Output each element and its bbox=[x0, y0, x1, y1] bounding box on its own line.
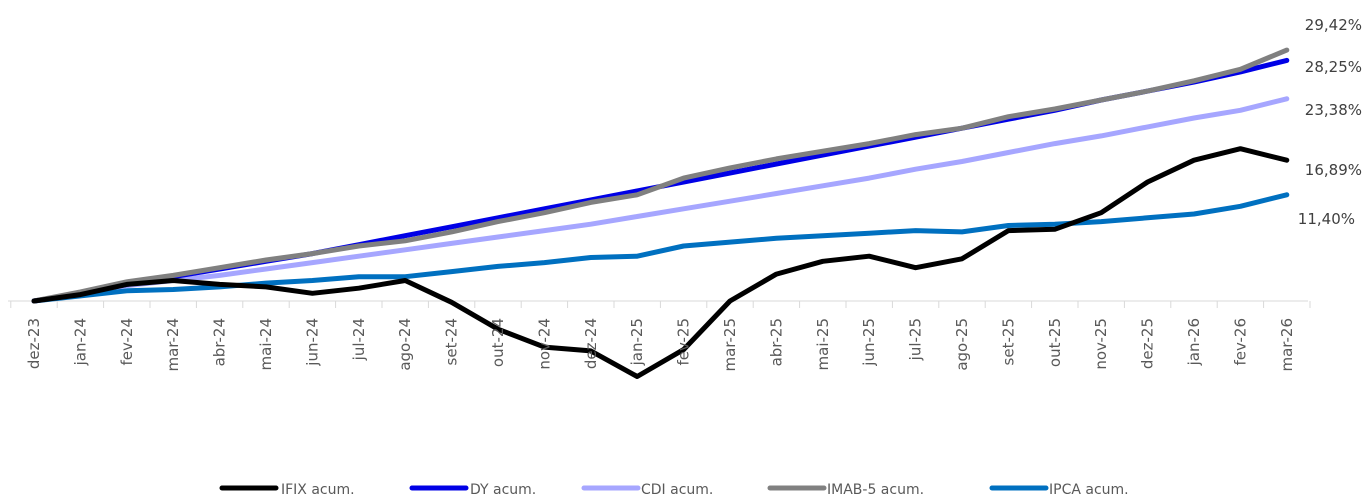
x-tick-label: abr-25 bbox=[767, 318, 785, 366]
end-label: 11,40% bbox=[1298, 210, 1355, 228]
x-tick-label: jul-25 bbox=[907, 318, 925, 361]
legend-label-cdi: CDI acum. bbox=[641, 482, 713, 496]
x-tick-label: mar-26 bbox=[1278, 318, 1296, 372]
x-tick-label: set-25 bbox=[999, 318, 1017, 365]
x-tick-label: out-25 bbox=[1046, 318, 1064, 367]
x-tick-label: dez-24 bbox=[582, 318, 600, 369]
end-value-labels: 29,42% 28,25% 23,38% 16,89% 11,40% bbox=[1298, 16, 1362, 228]
end-label: 23,38% bbox=[1305, 101, 1362, 119]
legend-item-ipca: IPCA acum. bbox=[989, 482, 1129, 496]
end-label: 16,89% bbox=[1305, 161, 1362, 179]
x-tick-label: dez-25 bbox=[1139, 318, 1157, 369]
x-tick-label: abr-24 bbox=[211, 318, 229, 366]
legend: IFIX acum. DY acum. CDI acum. IMAB-5 acu… bbox=[219, 482, 1129, 496]
x-tick-label: out-24 bbox=[489, 318, 507, 367]
x-tick-label: jan-25 bbox=[628, 318, 646, 366]
series-line-ifix bbox=[31, 146, 1290, 379]
x-tick-label: nov-24 bbox=[535, 318, 553, 370]
x-tick-label: ago-24 bbox=[396, 318, 414, 371]
x-tick-label: fev-25 bbox=[675, 318, 693, 365]
x-tick-label: set-24 bbox=[443, 318, 461, 365]
series-line-cdi bbox=[31, 96, 1290, 304]
x-tick-label: dez-23 bbox=[25, 318, 43, 369]
legend-item-ifix: IFIX acum. bbox=[219, 482, 355, 496]
series-line-imab-5 bbox=[31, 47, 1290, 304]
legend-item-cdi: CDI acum. bbox=[581, 482, 713, 496]
legend-item-imab5: IMAB-5 acum. bbox=[767, 482, 924, 496]
legend-item-dy: DY acum. bbox=[409, 482, 536, 496]
end-label: 28,25% bbox=[1305, 58, 1362, 76]
x-tick-label: ago-25 bbox=[953, 318, 971, 371]
x-tick-label: jun-24 bbox=[303, 318, 321, 367]
x-tick-label: fev-24 bbox=[118, 318, 136, 365]
legend-label-ifix: IFIX acum. bbox=[281, 482, 355, 496]
x-tick-label: mai-25 bbox=[814, 318, 832, 370]
x-tick-label: mai-24 bbox=[257, 318, 275, 370]
x-tick-label: nov-25 bbox=[1092, 318, 1110, 370]
x-tick-label: jul-24 bbox=[350, 318, 368, 361]
legend-label-ipca: IPCA acum. bbox=[1049, 482, 1129, 496]
x-tick-label: jan-26 bbox=[1185, 318, 1203, 366]
legend-label-imab5: IMAB-5 acum. bbox=[827, 482, 924, 496]
x-tick-label: jun-25 bbox=[860, 318, 878, 367]
x-tick-label: mar-24 bbox=[164, 318, 182, 372]
x-tick-label: mar-25 bbox=[721, 318, 739, 372]
x-axis-tick-labels: dez-23 jan-24 fev-24 mar-24 abr-24 mai-24 jun-… bbox=[25, 318, 1296, 372]
series-lines bbox=[31, 47, 1290, 379]
x-axis-ticks bbox=[10, 301, 1311, 308]
end-label: 29,42% bbox=[1305, 16, 1362, 34]
x-tick-label: fev-26 bbox=[1231, 318, 1249, 365]
legend-label-dy: DY acum. bbox=[470, 482, 536, 496]
x-tick-label: jan-24 bbox=[71, 318, 89, 366]
